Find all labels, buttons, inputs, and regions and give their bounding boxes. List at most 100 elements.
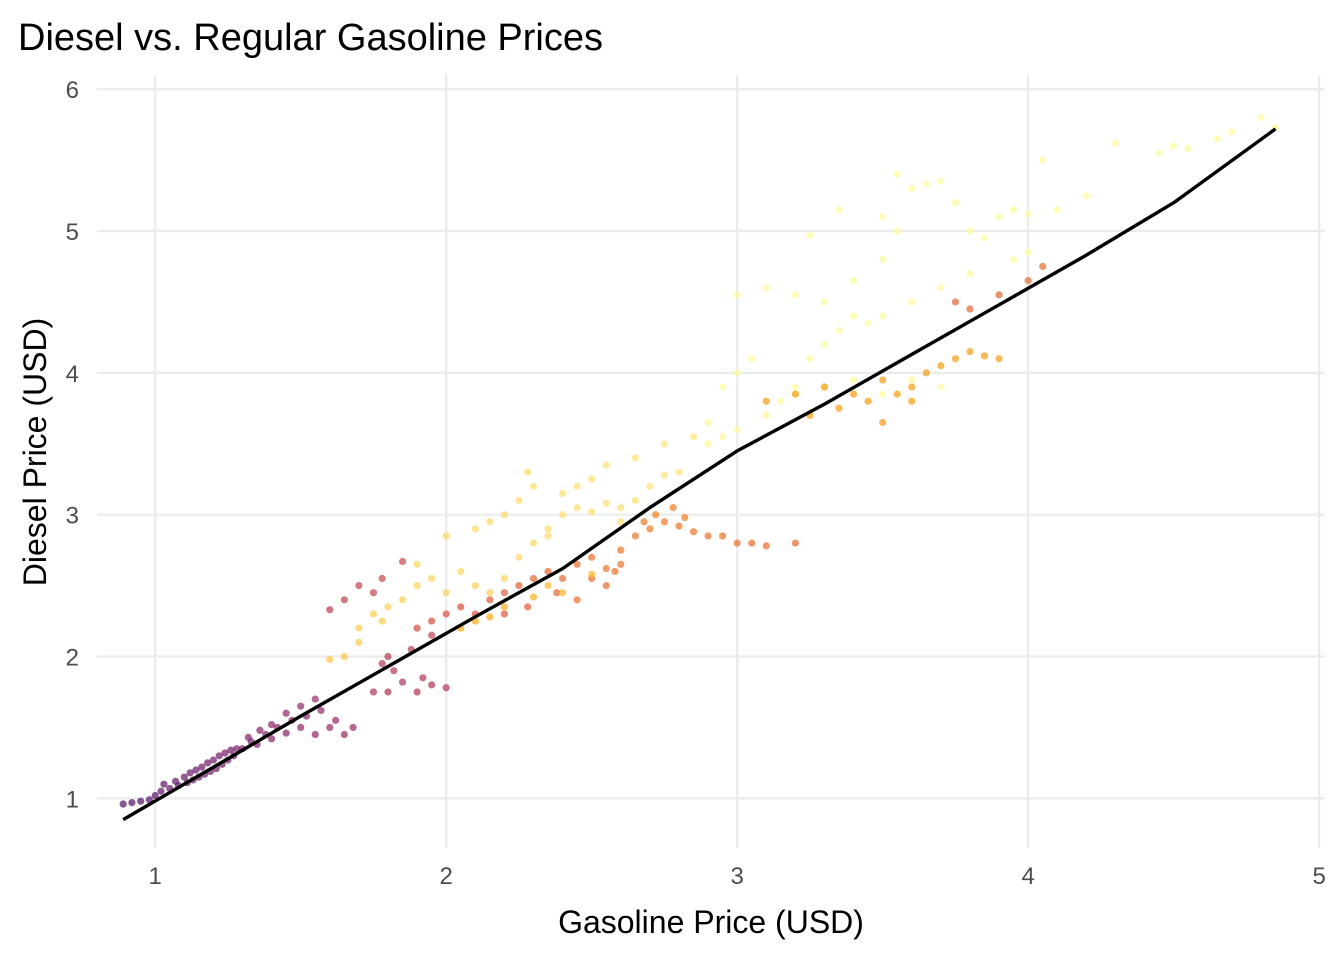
data-point (428, 631, 436, 639)
data-point (588, 508, 596, 516)
data-point (457, 567, 465, 576)
data-point (879, 418, 887, 427)
data-point (282, 729, 290, 737)
data-point (233, 745, 241, 753)
data-point (471, 582, 479, 590)
data-point (1228, 128, 1236, 136)
data-point (966, 269, 974, 278)
data-point (617, 518, 625, 526)
data-point (128, 799, 136, 807)
data-point (317, 706, 325, 715)
data-point (791, 291, 799, 299)
data-point (297, 702, 305, 710)
data-point (515, 582, 523, 590)
y-tick-label: 6 (66, 77, 79, 104)
data-point (369, 589, 378, 597)
data-point (631, 496, 639, 505)
data-point (384, 603, 392, 611)
data-point (806, 231, 814, 239)
data-point (660, 440, 669, 448)
y-tick-label: 2 (66, 645, 79, 672)
data-point (500, 610, 508, 618)
data-point (500, 589, 508, 597)
data-point (332, 716, 340, 724)
data-point (762, 284, 770, 292)
data-point (1213, 135, 1221, 143)
data-point (660, 518, 669, 526)
data-point (340, 730, 348, 739)
data-point (413, 560, 421, 568)
y-tick-label: 3 (66, 503, 79, 530)
data-point (1170, 142, 1178, 150)
data-point (221, 749, 229, 757)
data-point (1024, 248, 1032, 256)
data-point (515, 496, 523, 505)
data-point (689, 433, 698, 441)
data-point (413, 688, 421, 696)
data-point (588, 475, 596, 483)
data-point (157, 787, 165, 795)
data-point (966, 305, 974, 313)
data-point (879, 255, 887, 263)
data-point (442, 589, 450, 597)
data-point (951, 298, 960, 306)
data-point (198, 763, 206, 771)
data-point (806, 355, 814, 363)
data-point (500, 603, 508, 611)
data-point (646, 525, 654, 533)
data-point (573, 596, 581, 604)
data-point (1024, 210, 1032, 218)
data-point (675, 522, 683, 530)
data-point (617, 503, 625, 512)
data-point (704, 440, 712, 448)
data-point (893, 390, 901, 398)
data-point (733, 369, 741, 377)
data-point (151, 791, 159, 800)
y-tick-label: 4 (66, 361, 79, 388)
x-tick-label: 2 (440, 863, 453, 890)
data-point (486, 596, 494, 604)
data-point (849, 390, 858, 398)
data-point (1257, 113, 1265, 122)
data-point (428, 617, 436, 625)
data-point (119, 800, 127, 808)
data-point (486, 613, 494, 621)
data-point (282, 709, 290, 717)
data-point (791, 390, 799, 398)
trend-line (122, 127, 1277, 822)
data-point (529, 482, 538, 490)
data-point (326, 655, 334, 663)
data-point (311, 695, 319, 703)
data-point (573, 482, 581, 490)
data-point (471, 525, 479, 533)
data-point (486, 518, 494, 526)
data-point (311, 730, 319, 739)
data-point (835, 206, 843, 214)
data-point (762, 542, 770, 550)
data-point (588, 570, 596, 578)
data-point (689, 528, 698, 536)
data-point (820, 340, 829, 349)
data-point (1024, 277, 1032, 285)
chart-title: Diesel vs. Regular Gasoline Prices (18, 17, 603, 59)
data-point (849, 376, 858, 384)
data-point (922, 180, 930, 188)
y-axis-ticks: 1 2 3 4 5 6 (66, 77, 79, 813)
data-point (529, 574, 538, 583)
data-point (704, 418, 712, 427)
data-point (864, 397, 872, 405)
data-point (849, 277, 858, 285)
data-point (791, 539, 799, 547)
x-axis-ticks: 1 2 3 4 5 (149, 863, 1326, 890)
data-point (500, 574, 508, 583)
x-axis-title: Gasoline Price (USD) (558, 904, 864, 940)
data-point (378, 660, 386, 668)
data-point (227, 746, 235, 754)
data-point (369, 688, 378, 696)
data-point (908, 383, 916, 391)
data-point (631, 532, 639, 540)
data-point (908, 376, 916, 384)
data-point (652, 511, 660, 519)
data-point (398, 678, 407, 686)
